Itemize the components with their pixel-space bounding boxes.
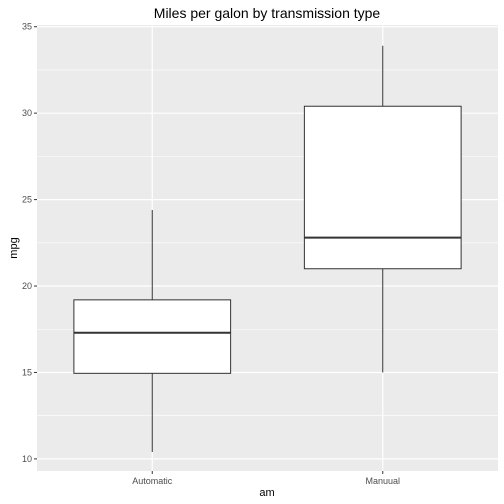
y-tick-label: 10 xyxy=(22,454,32,464)
y-tick-label: 15 xyxy=(22,367,32,377)
y-tick-label: 20 xyxy=(22,281,32,291)
x-axis-ticks: Automatic Manuual xyxy=(132,471,400,486)
x-tick-label: Automatic xyxy=(132,476,173,486)
y-axis-ticks: 10 15 20 25 30 35 xyxy=(22,22,37,464)
box-group xyxy=(73,45,462,452)
chart-title: Miles per galon by transmission type xyxy=(154,5,381,21)
y-tick-label: 35 xyxy=(22,22,32,32)
box-automatic xyxy=(73,209,232,452)
y-axis-title: mpg xyxy=(8,237,20,258)
iqr-box xyxy=(73,299,232,374)
x-axis-title: am xyxy=(259,487,274,499)
box-manuual xyxy=(303,45,462,373)
y-tick-label: 30 xyxy=(22,108,32,118)
y-tick-label: 25 xyxy=(22,195,32,205)
x-tick-label: Manuual xyxy=(365,476,400,486)
iqr-box xyxy=(303,105,462,270)
